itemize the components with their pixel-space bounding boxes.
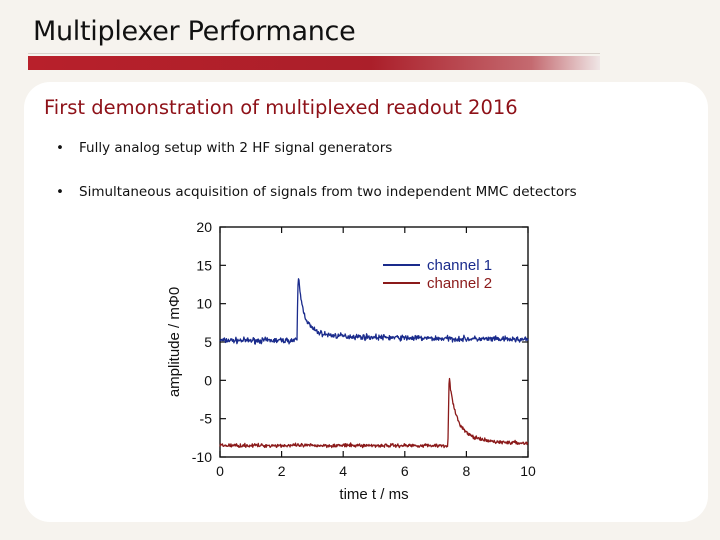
x-axis-ticks: 0 2 4 6 8 10 — [216, 227, 536, 479]
legend-label-1: channel 1 — [427, 257, 492, 274]
content-panel — [24, 82, 708, 522]
bullet-dot-icon: • — [56, 184, 64, 200]
y-tick-label-1: -5 — [200, 411, 213, 427]
x-tick-label-5: 10 — [520, 463, 536, 479]
y-tick-label-5: 15 — [196, 257, 212, 273]
x-axis-label: time t / ms — [339, 486, 408, 503]
x-tick-label-2: 4 — [339, 463, 347, 479]
y-tick-label-2: 0 — [204, 372, 212, 388]
x-tick-label-0: 0 — [216, 463, 224, 479]
y-axis-label: amplitude / mΦ0 — [166, 287, 183, 397]
legend-label-2: channel 2 — [427, 275, 492, 292]
slide-title: Multiplexer Performance — [33, 16, 356, 47]
bullet-item-2: • Simultaneous acquisition of signals fro… — [56, 184, 577, 200]
y-tick-label-0: -10 — [192, 449, 212, 465]
subheading: First demonstration of multiplexed reado… — [44, 96, 518, 119]
bullet-text-1: Fully analog setup with 2 HF signal gene… — [79, 140, 393, 156]
y-tick-label-3: 5 — [204, 334, 212, 350]
bullet-dot-icon: • — [56, 140, 64, 156]
y-tick-label-6: 20 — [196, 219, 212, 235]
bullet-text-2: Simultaneous acquisition of signals from… — [79, 184, 577, 200]
title-accent-bar — [28, 56, 600, 70]
bullet-item-1: • Fully analog setup with 2 HF signal gen… — [56, 140, 392, 156]
series-layer — [219, 278, 529, 449]
title-rule-line — [28, 53, 600, 54]
x-tick-label-3: 6 — [401, 463, 409, 479]
x-tick-label-1: 2 — [278, 463, 286, 479]
series-line-1 — [219, 278, 529, 345]
x-tick-label-4: 8 — [463, 463, 471, 479]
y-tick-label-4: 10 — [196, 296, 212, 312]
series-line-2 — [219, 377, 529, 449]
y-axis-ticks: -10 -5 0 5 10 15 20 — [192, 219, 528, 465]
